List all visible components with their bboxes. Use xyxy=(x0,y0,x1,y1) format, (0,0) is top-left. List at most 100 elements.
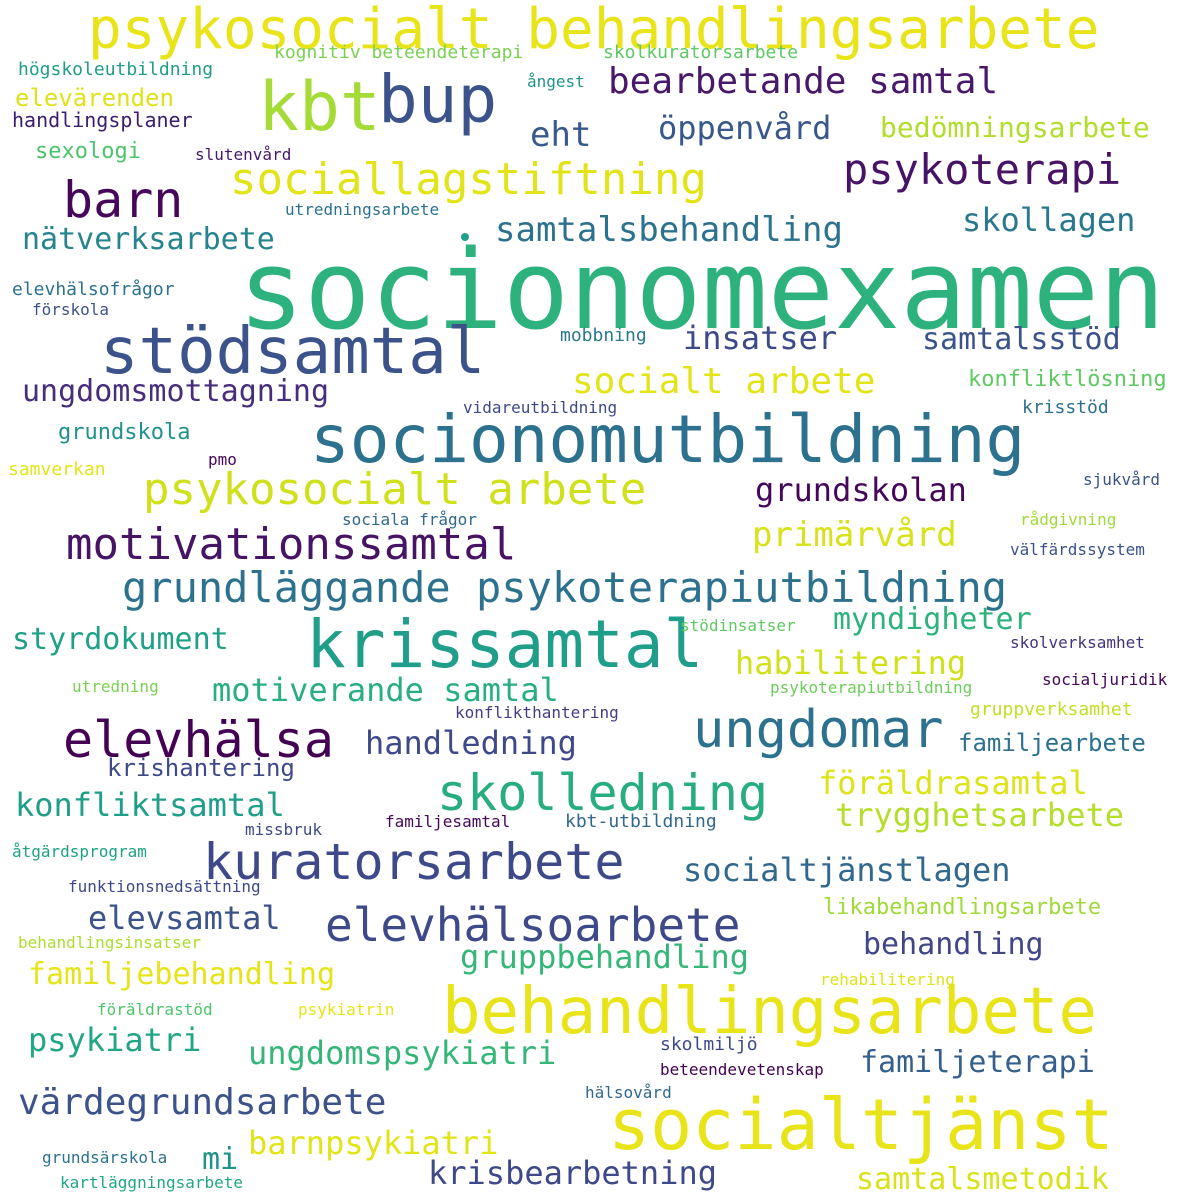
cloud-word: psykiatrin xyxy=(298,1000,395,1019)
cloud-word: konfliktlösning xyxy=(968,367,1167,392)
cloud-word: sexologi xyxy=(35,139,141,164)
cloud-word: missbruk xyxy=(245,820,323,839)
cloud-word: konflikthantering xyxy=(455,703,619,722)
cloud-word: behandling xyxy=(863,927,1044,962)
cloud-word: hälsovård xyxy=(585,1083,672,1102)
cloud-word: krisbearbetning xyxy=(428,1154,717,1192)
cloud-word: kbt-utbildning xyxy=(565,811,717,832)
cloud-word: krishantering xyxy=(107,754,295,782)
cloud-word: motiverande samtal xyxy=(212,671,559,709)
cloud-word: eht xyxy=(530,115,592,155)
cloud-word: likabehandlingsarbete xyxy=(823,895,1102,920)
cloud-word: motivationssamtal xyxy=(66,519,517,570)
cloud-word: samtalsstöd xyxy=(922,322,1121,357)
cloud-word: primärvård xyxy=(752,515,957,555)
cloud-word: socialtjänst xyxy=(608,1084,1114,1166)
cloud-word: barn xyxy=(63,171,184,229)
cloud-word: välfärdssystem xyxy=(1010,540,1145,559)
cloud-word: utredningsarbete xyxy=(285,200,440,219)
cloud-word: vidareutbildning xyxy=(463,398,618,417)
cloud-word: socialjuridik xyxy=(1042,670,1168,689)
cloud-word: funktionsnedsättning xyxy=(68,877,261,896)
cloud-word: kognitiv beteendeterapi xyxy=(274,42,524,63)
cloud-word: socionomexamen xyxy=(238,226,1166,354)
cloud-word: pmo xyxy=(208,450,237,469)
cloud-word: samtalsmetodik xyxy=(856,1162,1109,1197)
cloud-word: gruppbehandling xyxy=(460,938,749,976)
cloud-word: stödinsatser xyxy=(680,616,796,635)
cloud-word: skolledning xyxy=(437,764,769,822)
cloud-word: kbt xyxy=(258,68,381,147)
cloud-word: rehabilitering xyxy=(820,970,955,989)
cloud-word: krissamtal xyxy=(306,606,704,683)
cloud-word: grundskola xyxy=(58,420,191,445)
cloud-word: konfliktsamtal xyxy=(15,786,285,824)
cloud-word: utredning xyxy=(72,677,159,696)
cloud-word: skolmiljö xyxy=(660,1034,758,1055)
cloud-word: psykosocialt behandlingsarbete xyxy=(88,0,1100,62)
cloud-word: högskoleutbildning xyxy=(18,59,214,80)
cloud-word: sjukvård xyxy=(1083,470,1161,489)
cloud-word: skollagen xyxy=(962,201,1136,239)
cloud-word: ungdomar xyxy=(693,700,944,760)
cloud-word: familjeterapi xyxy=(860,1045,1095,1080)
cloud-word: elevhälsa xyxy=(63,711,334,769)
cloud-word: beteendevetenskap xyxy=(660,1060,824,1079)
cloud-word: grundskolan xyxy=(755,471,967,509)
cloud-word: styrdokument xyxy=(12,622,229,657)
cloud-word: samverkan xyxy=(8,459,106,480)
cloud-word: barnpsykiatri xyxy=(248,1124,499,1162)
cloud-word: rådgivning xyxy=(1020,510,1117,529)
cloud-word: skolkuratorsarbete xyxy=(603,42,799,63)
cloud-word: trygghetsarbete xyxy=(835,796,1124,834)
cloud-word: mi xyxy=(202,1142,239,1177)
cloud-word: föräldrastöd xyxy=(97,1000,213,1019)
cloud-word: grundläggande psykoterapiutbildning xyxy=(122,563,1008,612)
cloud-word: bup xyxy=(378,61,498,138)
cloud-word: elevhälsofrågor xyxy=(12,279,175,300)
cloud-word: värdegrundsarbete xyxy=(18,1082,387,1123)
cloud-word: åtgärdsprogram xyxy=(12,842,147,861)
cloud-word: skolverksamhet xyxy=(1010,633,1145,652)
cloud-word: krisstöd xyxy=(1022,397,1109,418)
cloud-word: ungdomsmottagning xyxy=(22,374,330,409)
cloud-word: kuratorsarbete xyxy=(203,833,625,891)
cloud-word: bedömningsarbete xyxy=(880,111,1150,144)
cloud-word: sociallagstiftning xyxy=(230,154,707,205)
cloud-word: behandlingsinsatser xyxy=(18,933,202,952)
cloud-word: handlingsplaner xyxy=(12,108,193,132)
cloud-word: familjearbete xyxy=(958,729,1146,757)
cloud-word: ångest xyxy=(527,72,585,91)
cloud-word: nätverksarbete xyxy=(22,222,275,257)
cloud-word: mobbning xyxy=(560,325,647,346)
cloud-word: stödsamtal xyxy=(100,315,486,389)
cloud-word: elevärenden xyxy=(15,84,174,112)
dot-mark xyxy=(461,233,469,241)
cloud-word: myndigheter xyxy=(833,602,1032,637)
cloud-word: insatser xyxy=(683,319,838,357)
cloud-word: bearbetande samtal xyxy=(608,61,999,102)
cloud-word: psykosocialt arbete xyxy=(143,464,647,515)
cloud-word: socialt arbete xyxy=(572,361,876,402)
cloud-word: elevhälsoarbete xyxy=(325,898,741,952)
cloud-word: ungdomspsykiatri xyxy=(248,1034,557,1072)
cloud-word: behandlingsarbete xyxy=(442,975,1098,1049)
cloud-word: socialtjänstlagen xyxy=(683,851,1011,889)
cloud-word: psykoterapi xyxy=(843,145,1122,194)
cloud-word: psykiatri xyxy=(28,1021,202,1059)
cloud-word: grundsärskola xyxy=(42,1148,168,1167)
cloud-word: socionomutbildning xyxy=(310,401,1026,478)
cloud-word: kartläggningsarbete xyxy=(60,1173,244,1192)
cloud-word: förskola xyxy=(32,300,110,319)
cloud-word: gruppverksamhet xyxy=(970,699,1133,720)
cloud-word: öppenvård xyxy=(658,109,832,147)
cloud-word: habilitering xyxy=(735,644,967,682)
cloud-word: familjebehandling xyxy=(28,957,336,992)
cloud-word: familjesamtal xyxy=(385,812,511,831)
cloud-word: föräldrasamtal xyxy=(818,764,1088,802)
cloud-word: psykoterapiutbildning xyxy=(770,678,973,697)
cloud-word: samtalsbehandling xyxy=(495,210,843,250)
cloud-word: handledning xyxy=(365,724,577,762)
cloud-word: elevsamtal xyxy=(88,899,281,937)
